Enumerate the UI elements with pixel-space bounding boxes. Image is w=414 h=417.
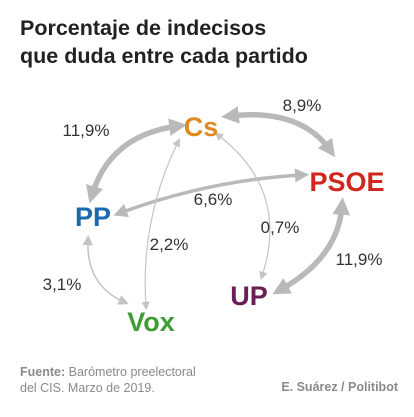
- party-label-pp: PP: [75, 202, 111, 232]
- flow-arrow-pp-vox: [82, 234, 129, 305]
- flow-arrow-psoe-up: [272, 197, 351, 295]
- flow-value-psoe-up: 11,9%: [336, 250, 383, 269]
- flow-value-pp-vox: 3,1%: [43, 275, 82, 294]
- party-label-cs: Cs: [184, 112, 219, 142]
- flow-value-cs-psoe: 8,9%: [283, 96, 322, 115]
- flow-value-cs-up: 0,7%: [261, 218, 300, 237]
- flow-arrow-cs-vox: [141, 138, 180, 311]
- flow-value-cs-vox: 2,2%: [150, 235, 189, 254]
- credit-text: E. Suárez / Politibot: [281, 380, 398, 394]
- flow-value-pp-cs: 11,9%: [63, 121, 110, 140]
- source-text-line-2: del CIS. Marzo de 2019.: [20, 381, 155, 395]
- title-line-1: Porcentaje de indecisos: [20, 16, 267, 40]
- flow-arrow-pp-psoe: [113, 168, 309, 218]
- flow-arrow-pp-cs: [86, 118, 187, 204]
- flow-arrow-cs-up: [214, 132, 271, 280]
- party-label-up: UP: [230, 281, 268, 311]
- flow-arrow-cs-psoe: [221, 106, 336, 158]
- source-note: Fuente: Barómetro preelectoral del CIS. …: [20, 364, 220, 396]
- title-line-2: que duda entre cada partido: [20, 44, 308, 68]
- chart-title: Porcentaje de indecisos que duda entre c…: [20, 14, 400, 70]
- source-label: Fuente:: [20, 365, 66, 379]
- source-text-line-1: Barómetro preelectoral: [68, 365, 196, 379]
- party-label-psoe: PSOE: [309, 167, 384, 197]
- flow-value-pp-psoe: 6,6%: [194, 190, 233, 209]
- party-label-vox: Vox: [127, 307, 175, 337]
